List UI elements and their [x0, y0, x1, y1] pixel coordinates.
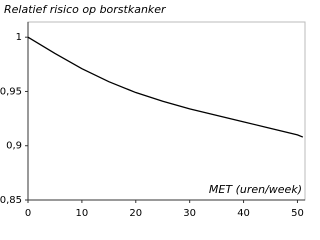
x-tick-label: 10 [76, 208, 89, 219]
x-axis-label: MET (uren/week) [209, 183, 302, 196]
page: Relatief risico op borstkanker MET (uren… [0, 3, 306, 219]
x-tick-label: 40 [237, 208, 250, 219]
chart-title: Relatief risico op borstkanker [4, 3, 167, 16]
chart: Relatief risico op borstkanker MET (uren… [0, 3, 306, 219]
x-tick-label: 50 [291, 208, 304, 219]
x-tick-label: 0 [25, 208, 31, 219]
plot-frame [27, 21, 306, 201]
y-tick-label: 1 [16, 32, 22, 43]
y-tick-label: 0,95 [0, 86, 22, 97]
x-tick-label: 20 [129, 208, 142, 219]
y-tick-label: 0,85 [0, 195, 22, 206]
line [27, 36, 304, 138]
y-tick-label: 0,9 [6, 141, 22, 152]
x-tick-label: 30 [183, 208, 196, 219]
